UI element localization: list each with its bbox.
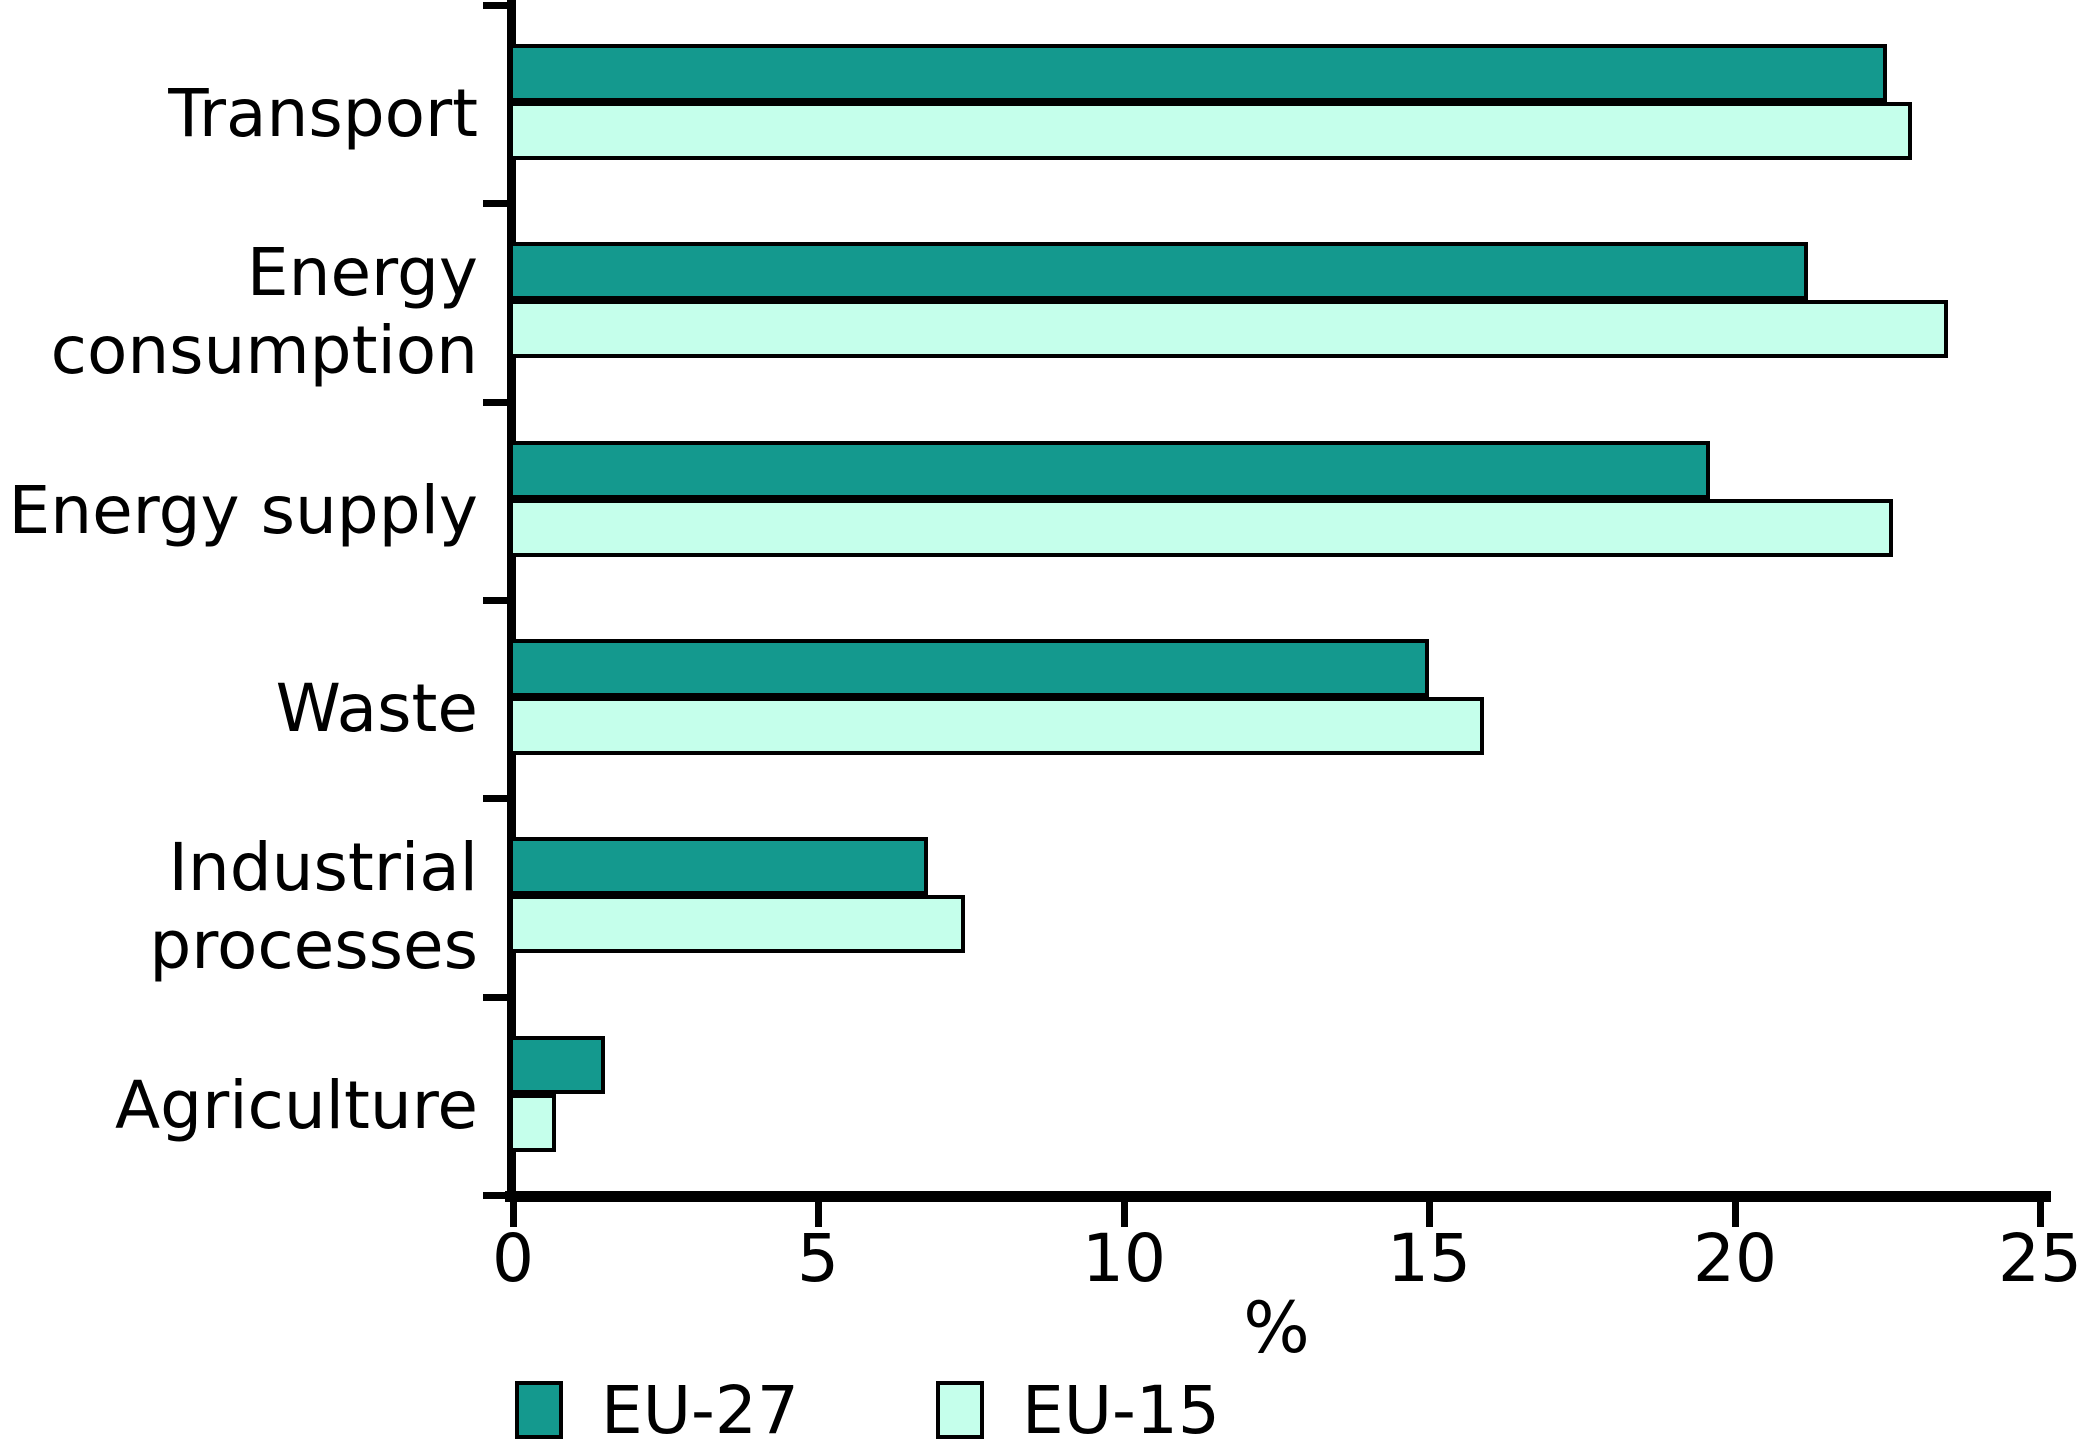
bar-eu-27-energy-consumption bbox=[513, 242, 1808, 300]
x-axis-tick bbox=[815, 1191, 822, 1227]
category-label-energy-supply: Energy supply bbox=[0, 472, 478, 550]
category-label-line: Agriculture bbox=[115, 1067, 478, 1144]
category-label-line: consumption bbox=[50, 312, 478, 389]
x-axis-tick bbox=[510, 1191, 517, 1227]
x-axis-line bbox=[505, 1191, 2051, 1202]
y-axis-tick bbox=[483, 200, 513, 207]
category-label-line: Industrial bbox=[168, 829, 478, 906]
bar-eu-15-energy-supply bbox=[513, 499, 1893, 557]
y-axis-tick bbox=[483, 2, 513, 9]
category-label-line: Energy supply bbox=[8, 472, 478, 549]
y-axis-tick bbox=[483, 795, 513, 802]
bar-eu-15-energy-consumption bbox=[513, 300, 1948, 358]
y-axis-tick bbox=[483, 399, 513, 406]
x-axis-title: % bbox=[1243, 1287, 1310, 1369]
x-tick-label: 25 bbox=[1998, 1220, 2082, 1297]
bar-eu-27-energy-supply bbox=[513, 441, 1710, 499]
x-tick-label: 10 bbox=[1082, 1220, 1166, 1297]
category-label-line: Waste bbox=[275, 670, 478, 747]
y-axis-tick bbox=[483, 994, 513, 1001]
bar-eu-27-transport bbox=[513, 44, 1887, 102]
category-label-energy-consumption: Energy consumption bbox=[0, 234, 478, 390]
x-axis-tick bbox=[1121, 1191, 1128, 1227]
bar-eu-15-waste bbox=[513, 697, 1484, 755]
bar-eu-15-transport bbox=[513, 102, 1912, 160]
bar-eu-27-waste bbox=[513, 639, 1429, 697]
category-label-line: Energy bbox=[246, 234, 478, 311]
category-label-line: Transport bbox=[168, 75, 478, 152]
category-label-industrial-processes: Industrial processes bbox=[0, 829, 478, 985]
x-axis-tick bbox=[2037, 1191, 2044, 1227]
bar-eu-27-industrial-processes bbox=[513, 837, 928, 895]
y-axis-tick bbox=[483, 597, 513, 604]
x-tick-label: 15 bbox=[1387, 1220, 1471, 1297]
x-tick-label: 5 bbox=[797, 1220, 839, 1297]
legend-swatch-eu27 bbox=[515, 1381, 563, 1439]
x-axis-tick bbox=[1732, 1191, 1739, 1227]
legend-label-eu27: EU-27 bbox=[601, 1372, 799, 1449]
x-axis-tick bbox=[1426, 1191, 1433, 1227]
legend-swatch-eu15 bbox=[936, 1381, 984, 1439]
y-axis-tick bbox=[483, 1192, 513, 1199]
category-label-waste: Waste bbox=[0, 670, 478, 748]
bar-eu-27-agriculture bbox=[513, 1036, 605, 1094]
bar-eu-15-agriculture bbox=[513, 1094, 556, 1152]
x-tick-label: 20 bbox=[1693, 1220, 1777, 1297]
legend-label-eu15: EU-15 bbox=[1022, 1372, 1220, 1449]
category-label-line: processes bbox=[149, 907, 478, 984]
bar-eu-15-industrial-processes bbox=[513, 895, 965, 953]
category-label-transport: Transport bbox=[0, 75, 478, 153]
category-label-agriculture: Agriculture bbox=[0, 1067, 478, 1145]
x-tick-label: 0 bbox=[492, 1220, 534, 1297]
